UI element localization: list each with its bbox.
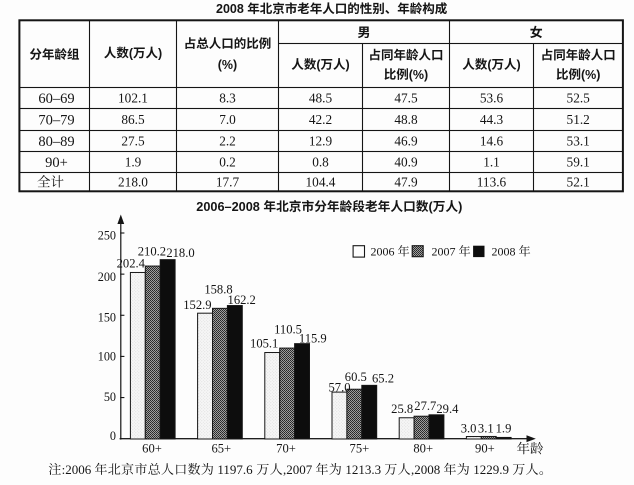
svg-text:2006: 2006 bbox=[65, 462, 94, 477]
svg-text:80+: 80+ bbox=[413, 442, 433, 456]
svg-text:,2008: ,2008 bbox=[411, 462, 444, 477]
svg-text:158.8: 158.8 bbox=[204, 282, 232, 296]
svg-text:): ) bbox=[517, 58, 521, 72]
svg-text:218.0: 218.0 bbox=[166, 246, 194, 260]
svg-text:152.9: 152.9 bbox=[183, 298, 211, 312]
svg-text:17.7: 17.7 bbox=[216, 175, 240, 190]
svg-text:(: ( bbox=[429, 200, 434, 214]
svg-text:): ) bbox=[346, 58, 350, 72]
svg-text:27.7: 27.7 bbox=[414, 399, 436, 413]
svg-text:86.5: 86.5 bbox=[121, 112, 145, 127]
svg-text:2008: 2008 bbox=[492, 245, 519, 259]
svg-text:105.1: 105.1 bbox=[250, 337, 278, 351]
svg-text:(: ( bbox=[129, 46, 134, 60]
svg-text:1229.9: 1229.9 bbox=[470, 462, 512, 477]
svg-text:14.6: 14.6 bbox=[480, 134, 504, 149]
svg-text:60–69: 60–69 bbox=[38, 91, 74, 107]
svg-text:52.5: 52.5 bbox=[567, 91, 591, 106]
svg-text:162.2: 162.2 bbox=[228, 293, 256, 307]
svg-text:0: 0 bbox=[110, 429, 116, 443]
svg-text:(%): (%) bbox=[581, 68, 600, 82]
svg-text:29.4: 29.4 bbox=[436, 402, 459, 416]
svg-text:90+: 90+ bbox=[475, 442, 495, 456]
svg-text:202.4: 202.4 bbox=[117, 256, 146, 270]
svg-text:150: 150 bbox=[98, 310, 116, 324]
svg-text:100: 100 bbox=[98, 350, 116, 364]
svg-text:2007: 2007 bbox=[432, 245, 459, 259]
svg-text:2008: 2008 bbox=[216, 2, 247, 16]
svg-text:3.1: 3.1 bbox=[478, 421, 494, 435]
svg-text:52.1: 52.1 bbox=[567, 175, 590, 190]
svg-text:65.2: 65.2 bbox=[372, 371, 394, 385]
svg-text:57.0: 57.0 bbox=[328, 380, 350, 394]
svg-text:0.8: 0.8 bbox=[312, 155, 329, 170]
svg-text:80–89: 80–89 bbox=[38, 134, 74, 150]
svg-text:1197.6: 1197.6 bbox=[214, 462, 256, 477]
svg-text:250: 250 bbox=[98, 229, 116, 243]
svg-text:27.5: 27.5 bbox=[121, 134, 145, 149]
svg-text:1.1: 1.1 bbox=[483, 155, 500, 170]
svg-text:3.0: 3.0 bbox=[461, 421, 477, 435]
svg-text:53.1: 53.1 bbox=[567, 134, 590, 149]
svg-text:7.0: 7.0 bbox=[219, 112, 236, 127]
svg-text:51.2: 51.2 bbox=[567, 112, 590, 127]
svg-text:25.8: 25.8 bbox=[391, 402, 413, 416]
svg-text:200: 200 bbox=[98, 270, 116, 284]
svg-text:2006–2008: 2006–2008 bbox=[196, 200, 263, 214]
svg-text:60.5: 60.5 bbox=[345, 370, 367, 384]
svg-text:,2007: ,2007 bbox=[283, 462, 316, 477]
svg-text:115.9: 115.9 bbox=[299, 332, 327, 346]
svg-text:2006: 2006 bbox=[371, 245, 398, 259]
svg-text:): ) bbox=[458, 200, 462, 214]
svg-text:113.6: 113.6 bbox=[477, 175, 507, 190]
svg-text::: : bbox=[62, 462, 66, 477]
svg-text:48.8: 48.8 bbox=[394, 112, 418, 127]
svg-text:60+: 60+ bbox=[142, 442, 162, 456]
svg-text:48.5: 48.5 bbox=[309, 91, 333, 106]
svg-text:102.1: 102.1 bbox=[118, 91, 148, 106]
svg-text:2.2: 2.2 bbox=[219, 134, 236, 149]
svg-text:46.9: 46.9 bbox=[394, 134, 418, 149]
svg-text:1213.3: 1213.3 bbox=[342, 462, 384, 477]
svg-text:110.5: 110.5 bbox=[274, 322, 302, 336]
svg-text:44.3: 44.3 bbox=[480, 112, 504, 127]
svg-text:210.2: 210.2 bbox=[138, 245, 166, 259]
svg-text:(%): (%) bbox=[218, 58, 237, 72]
svg-text:47.5: 47.5 bbox=[394, 91, 418, 106]
svg-text:8.3: 8.3 bbox=[219, 91, 236, 106]
svg-text:70–79: 70–79 bbox=[38, 113, 74, 129]
svg-text:40.9: 40.9 bbox=[394, 155, 418, 170]
svg-text:1.9: 1.9 bbox=[125, 155, 142, 170]
svg-text:75+: 75+ bbox=[350, 442, 370, 456]
svg-text:(: ( bbox=[316, 58, 321, 72]
svg-text:42.2: 42.2 bbox=[309, 112, 332, 127]
svg-text:104.4: 104.4 bbox=[306, 175, 336, 190]
svg-text:59.1: 59.1 bbox=[567, 155, 590, 170]
svg-text:1.9: 1.9 bbox=[496, 421, 512, 435]
svg-text:53.6: 53.6 bbox=[480, 91, 504, 106]
svg-text:50: 50 bbox=[104, 390, 116, 404]
svg-text:70+: 70+ bbox=[276, 442, 296, 456]
svg-text:90+: 90+ bbox=[45, 155, 68, 171]
svg-text:(: ( bbox=[487, 58, 492, 72]
svg-text:218.0: 218.0 bbox=[118, 175, 148, 190]
svg-text:0.2: 0.2 bbox=[219, 155, 236, 170]
svg-text:65+: 65+ bbox=[211, 442, 231, 456]
svg-text:12.9: 12.9 bbox=[309, 134, 333, 149]
svg-text:): ) bbox=[158, 46, 162, 60]
svg-text:47.9: 47.9 bbox=[394, 175, 418, 190]
svg-text:(%): (%) bbox=[409, 68, 428, 82]
